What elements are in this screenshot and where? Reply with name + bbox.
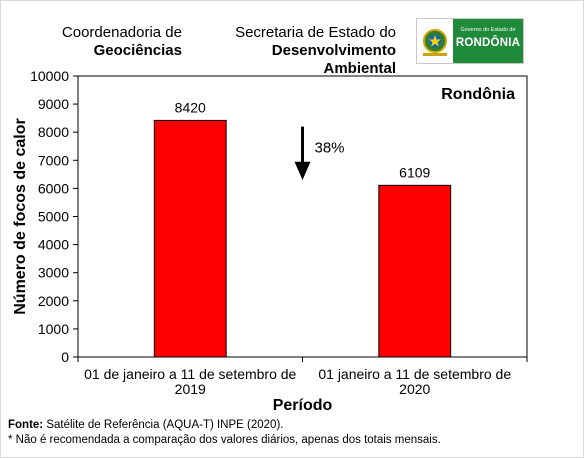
- data-label: 8420: [175, 99, 206, 115]
- coordenadoria-header: Coordenadoria de Geociências: [40, 24, 182, 60]
- y-tick-label: 0: [61, 349, 69, 365]
- y-tick-label: 10000: [30, 68, 69, 84]
- y-tick-label: 7000: [38, 152, 69, 168]
- x-axis-label: Período: [273, 397, 333, 414]
- y-tick-label: 2000: [38, 293, 69, 309]
- state-seal-icon: [417, 19, 453, 63]
- y-tick-label: 8000: [38, 124, 69, 140]
- decrease-arrowhead-icon: [294, 161, 311, 180]
- y-tick-label: 3000: [38, 265, 69, 281]
- y-tick-label: 5000: [38, 209, 69, 225]
- y-axis-label: Número de focos de calor: [12, 118, 29, 315]
- secretaria-line2: Desenvolvimento Ambiental: [271, 42, 396, 77]
- coordenadoria-line2: Geociências: [93, 42, 182, 59]
- x-tick-label: 01 janeiro a 11 de setembro de: [318, 366, 511, 382]
- x-tick-label: 2020: [399, 381, 430, 397]
- data-label: 6109: [399, 164, 430, 180]
- y-tick-label: 4000: [38, 237, 69, 253]
- bar: [378, 184, 452, 358]
- logo-gov-text: Governo do Estado de: [460, 27, 516, 33]
- footer-note: * Não é recomendada a comparação dos val…: [8, 434, 441, 446]
- logo-state-text: RONDÔNIA: [455, 37, 521, 49]
- x-tick-label: 2019: [175, 381, 206, 397]
- secretaria-header: Secretaria de Estado do Desenvolvimento …: [196, 24, 396, 78]
- rondonia-government-logo: Governo do Estado de RONDÔNIA: [416, 18, 524, 64]
- decrease-percent-label: 38%: [315, 139, 345, 156]
- plot-area: [77, 75, 528, 358]
- y-tick-label: 1000: [38, 321, 69, 337]
- chart-title: Rondônia: [441, 86, 515, 103]
- footer-source-text: Satélite de Referência (AQUA-T) INPE (20…: [46, 419, 284, 431]
- y-tick-label: 6000: [38, 180, 69, 196]
- x-tick-label: 01 de janeiro a 11 de setembro de: [84, 366, 296, 382]
- secretaria-line1: Secretaria de Estado do: [235, 24, 396, 41]
- bar: [153, 119, 227, 358]
- coordenadoria-line1: Coordenadoria de: [61, 24, 182, 41]
- footer-source-label: Fonte:: [8, 419, 44, 431]
- footer-source: Fonte: Satélite de Referência (AQUA-T) I…: [8, 419, 283, 432]
- y-tick-label: 9000: [38, 96, 69, 112]
